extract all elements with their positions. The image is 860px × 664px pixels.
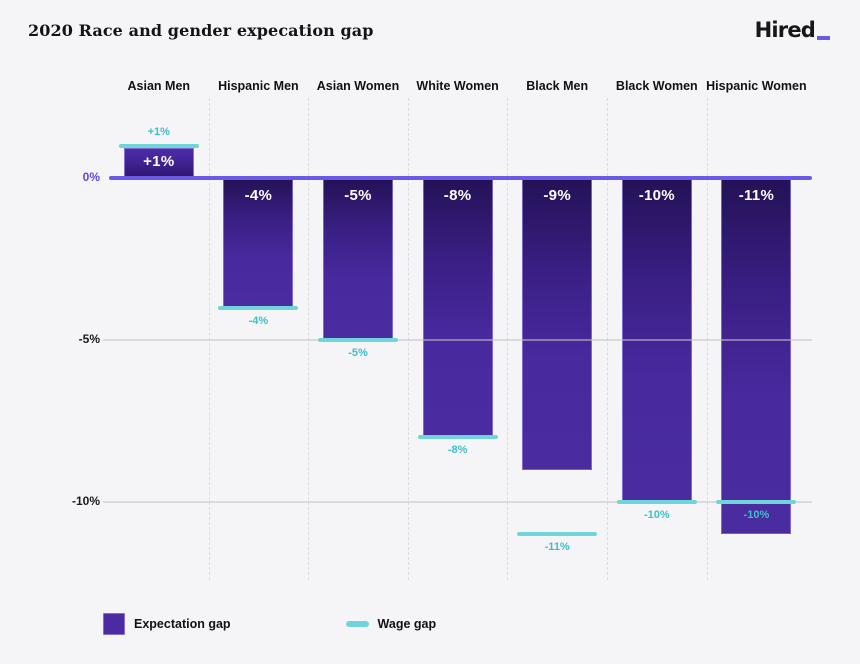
wage-gap-label: -4% <box>248 314 269 327</box>
y-gridline <box>103 339 812 341</box>
hired-logo-text: Hired <box>754 18 816 42</box>
y-tick-label: -10% <box>71 494 100 508</box>
wage-gap-line <box>417 435 498 440</box>
bar: -9% <box>522 180 593 470</box>
page-title: 2020 Race and gender expecation gap <box>28 21 374 40</box>
wage-gap-line <box>318 338 398 342</box>
column-header: Hispanic Women <box>706 79 807 93</box>
bar-label: -4% <box>244 187 273 204</box>
column-header: Asian Women <box>316 79 400 93</box>
wage-gap-legend-label: Wage gap <box>377 617 437 631</box>
wage-gap-line <box>616 500 697 504</box>
bar: -10% <box>621 180 692 502</box>
bar: -8% <box>422 180 493 438</box>
column-header: Black Men <box>526 79 589 93</box>
wage-gap-swatch <box>345 621 369 627</box>
bar: -11% <box>721 180 792 535</box>
column-header: Black Women <box>615 79 698 93</box>
bar: +1% <box>123 147 194 176</box>
bar: -4% <box>223 180 294 308</box>
bar-label: -8% <box>443 187 472 204</box>
zero-axis-line <box>109 176 812 180</box>
column-header: Hispanic Men <box>218 79 299 93</box>
chart-legend: Expectation gap Wage gap <box>103 613 436 635</box>
wage-gap-label: -11% <box>544 541 570 554</box>
wage-gap-line <box>517 532 598 537</box>
expectation-gap-swatch <box>103 613 125 635</box>
wage-gap-line <box>118 143 199 148</box>
bar-label: -11% <box>738 187 775 204</box>
wage-gap-label: -5% <box>348 347 368 359</box>
wage-gap-label: +1% <box>147 125 170 138</box>
wage-gap-label: -8% <box>447 444 468 457</box>
wage-gap-label: -10% <box>643 509 670 521</box>
bar-label: -10% <box>638 187 675 204</box>
y-gridline <box>103 501 812 503</box>
wage-gap-line <box>716 500 797 504</box>
column-header: White Women <box>416 79 499 93</box>
wage-gap-line <box>218 305 299 310</box>
y-tick-label: -5% <box>78 332 100 346</box>
bar-label: -9% <box>543 187 571 204</box>
y-tick-label: 0% <box>82 170 100 184</box>
hired-logo: Hired <box>755 20 830 41</box>
expectation-gap-legend-label: Expectation gap <box>134 617 231 631</box>
bar-label: +1% <box>143 153 175 171</box>
hired-logo-underscore-icon <box>817 36 830 40</box>
column-header: Asian Men <box>127 79 191 93</box>
bar: -5% <box>323 180 393 340</box>
wage-gap-label: -10% <box>743 509 770 521</box>
bar-label: -5% <box>344 187 372 204</box>
